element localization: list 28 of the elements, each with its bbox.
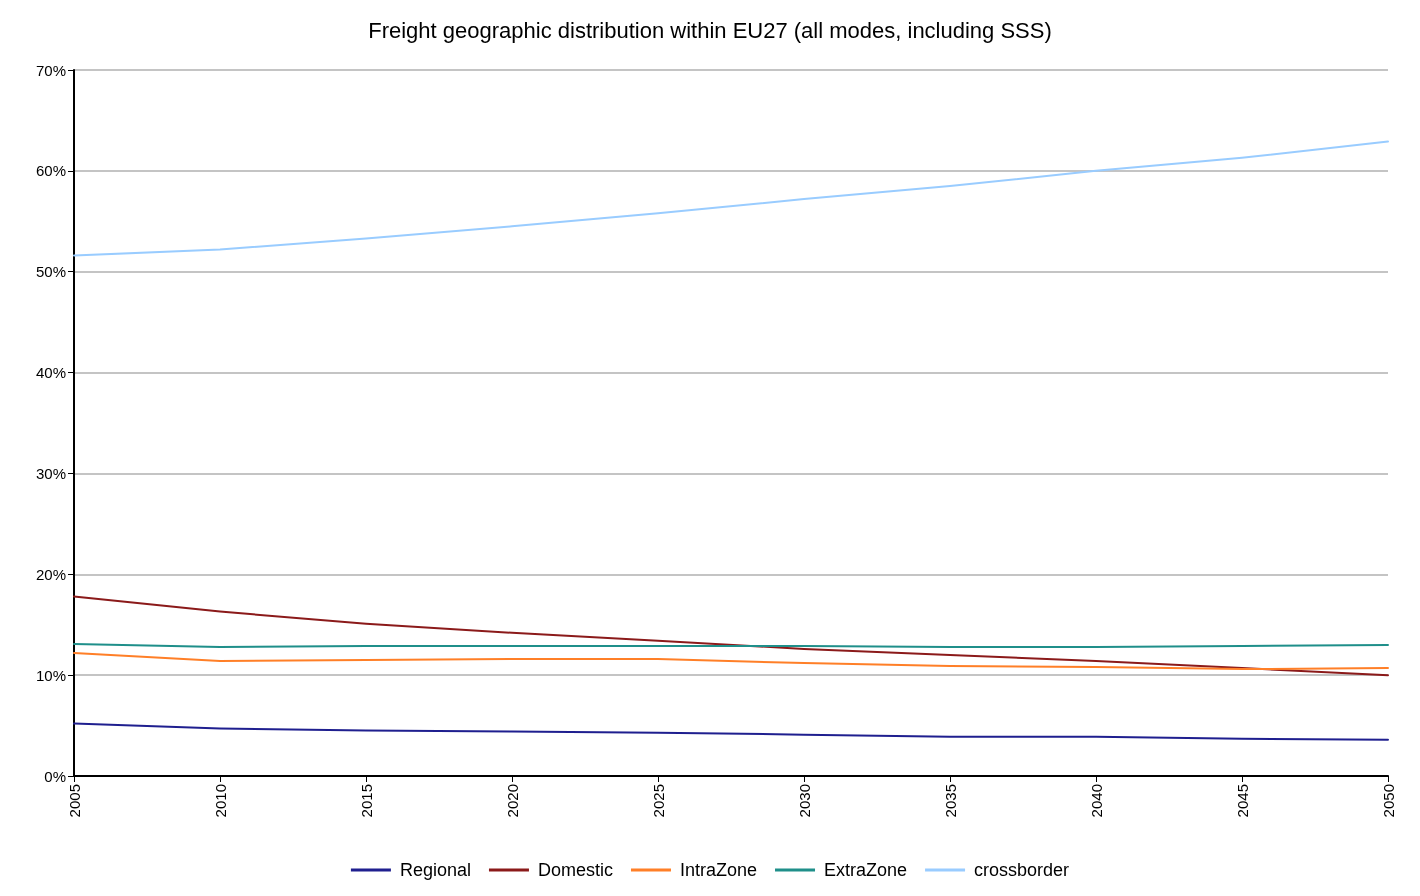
y-tick-label: 60% bbox=[35, 162, 66, 180]
y-tick-label: 70% bbox=[35, 61, 66, 79]
x-tick-label: 2005 bbox=[65, 784, 83, 818]
y-tick-label: 30% bbox=[35, 464, 66, 482]
x-tick-label: 2010 bbox=[211, 784, 229, 818]
x-tick-label: 2030 bbox=[795, 784, 813, 818]
x-tick-label: 2025 bbox=[649, 784, 667, 818]
x-tick-label: 2035 bbox=[941, 784, 959, 818]
line-series bbox=[73, 651, 1389, 671]
x-tick-label: 2015 bbox=[357, 784, 375, 818]
x-tick-label: 2045 bbox=[1233, 784, 1251, 818]
legend-label: IntraZone bbox=[679, 860, 758, 880]
line-series bbox=[73, 722, 1389, 741]
legend-label: ExtraZone bbox=[824, 860, 908, 880]
x-tick-label: 2020 bbox=[503, 784, 521, 818]
legend-label: Regional bbox=[399, 860, 471, 880]
x-tick-label: 2050 bbox=[1379, 784, 1397, 818]
y-tick-label: 20% bbox=[35, 565, 66, 583]
y-tick-label: 50% bbox=[35, 263, 66, 281]
x-tick-label: 2040 bbox=[1087, 784, 1105, 818]
y-tick-label: 0% bbox=[44, 767, 66, 785]
y-tick-label: 40% bbox=[35, 364, 66, 382]
line-series bbox=[73, 140, 1389, 257]
legend-label: Domestic bbox=[537, 860, 613, 880]
chart-title: Freight geographic distribution within EU27 (all modes, including SSS) bbox=[368, 17, 1052, 43]
y-tick-label: 10% bbox=[35, 666, 66, 684]
line-series bbox=[73, 595, 1389, 677]
legend-label: crossborder bbox=[974, 860, 1070, 880]
